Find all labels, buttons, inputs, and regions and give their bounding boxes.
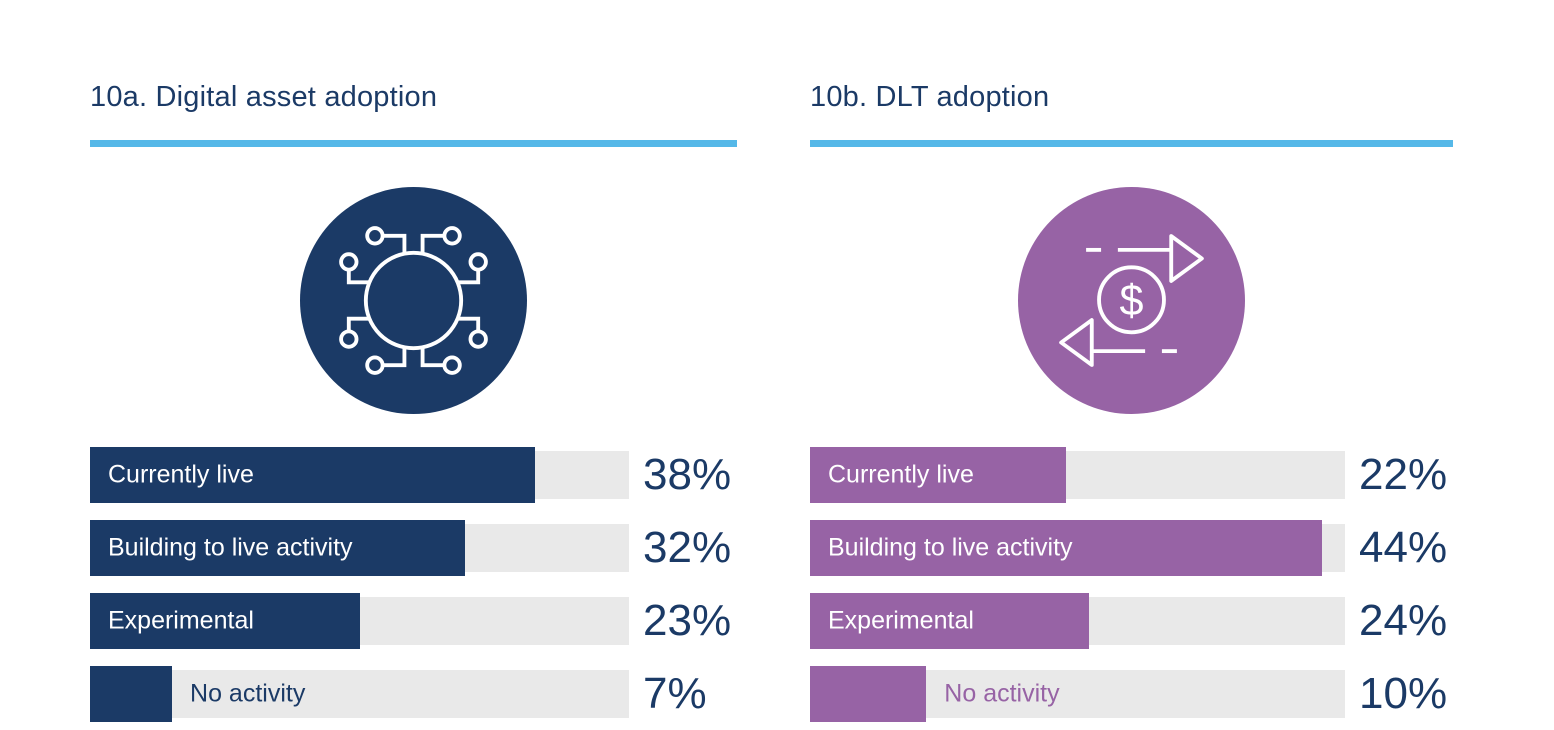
bar-row-no-activity: No activity 10% xyxy=(810,666,1453,723)
bar-value: 24% xyxy=(1359,596,1448,646)
bar-row-building-to-live: Building to live activity 44% xyxy=(810,520,1453,577)
bar-value: 32% xyxy=(643,523,732,573)
bar-label: Currently live xyxy=(828,460,974,489)
network-nodes-icon xyxy=(300,187,527,415)
bar-value: 10% xyxy=(1359,669,1448,719)
bar-label: Currently live xyxy=(108,460,254,489)
bar-chart-10a: Currently live 38% Building to live acti… xyxy=(90,447,737,723)
bar-label: No activity xyxy=(190,679,306,708)
chart-title-10a: 10a. Digital asset adoption xyxy=(90,81,438,114)
dollar-sign-glyph: $ xyxy=(1120,277,1144,325)
bar-fill xyxy=(810,666,927,723)
bar-chart-10b: Currently live 22% Building to live acti… xyxy=(810,447,1453,723)
bar-row-experimental: Experimental 23% xyxy=(90,593,737,650)
bar-area: No activity xyxy=(810,666,1345,723)
bar-fill xyxy=(810,593,1090,650)
bar-row-experimental: Experimental 24% xyxy=(810,593,1453,650)
bar-value: 7% xyxy=(643,669,707,719)
bar-label: No activity xyxy=(944,679,1060,708)
bar-area: Building to live activity xyxy=(810,520,1345,577)
bar-area: Currently live xyxy=(810,447,1345,504)
chart-icon-wrap xyxy=(90,187,737,415)
bar-area: Experimental xyxy=(810,593,1345,650)
panel-digital-asset-adoption: 10a. Digital asset adoption xyxy=(90,54,737,723)
bar-value: 44% xyxy=(1359,523,1448,573)
bar-value: 38% xyxy=(643,450,732,500)
bar-fill xyxy=(810,520,1322,577)
chart-icon-wrap: $ xyxy=(810,187,1453,415)
bar-label: Building to live activity xyxy=(828,533,1073,562)
bar-label: Experimental xyxy=(828,606,974,635)
bar-fill xyxy=(90,447,536,504)
bar-label: Building to live activity xyxy=(108,533,353,562)
bar-label: Experimental xyxy=(108,606,254,635)
chart-title-10b: 10b. DLT adoption xyxy=(810,81,1050,114)
title-underline xyxy=(90,140,737,148)
bar-area: No activity xyxy=(90,666,629,723)
bar-row-currently-live: Currently live 22% xyxy=(810,447,1453,504)
bar-fill xyxy=(90,666,173,723)
bar-value: 23% xyxy=(643,596,732,646)
bar-fill xyxy=(90,593,360,650)
bar-area: Currently live xyxy=(90,447,629,504)
title-underline xyxy=(810,140,1453,148)
bar-track xyxy=(90,670,629,719)
panel-dlt-adoption: 10b. DLT adoption $ Currently live xyxy=(810,54,1453,723)
bar-row-currently-live: Currently live 38% xyxy=(90,447,737,504)
bar-row-building-to-live: Building to live activity 32% xyxy=(90,520,737,577)
bar-area: Experimental xyxy=(90,593,629,650)
bar-value: 22% xyxy=(1359,450,1448,500)
currency-exchange-icon: $ xyxy=(1018,187,1245,415)
bar-row-no-activity: No activity 7% xyxy=(90,666,737,723)
bar-fill xyxy=(90,520,465,577)
bar-fill xyxy=(810,447,1066,504)
bar-area: Building to live activity xyxy=(90,520,629,577)
